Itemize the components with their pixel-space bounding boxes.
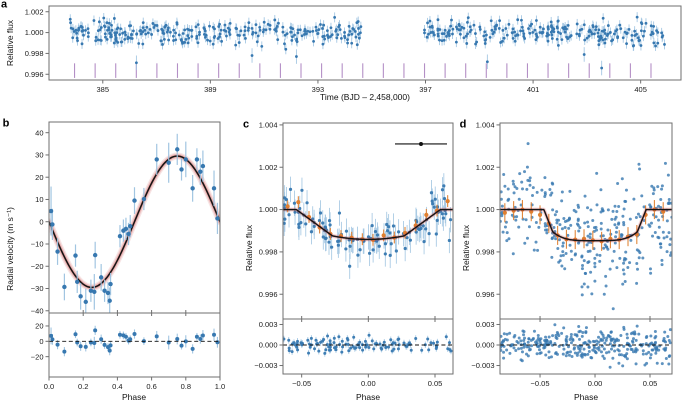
svg-text:1.004: 1.004: [259, 121, 278, 130]
svg-text:0.003: 0.003: [259, 320, 278, 329]
svg-text:405: 405: [634, 85, 647, 94]
svg-text:1.002: 1.002: [476, 163, 495, 172]
svg-text:0: 0: [39, 217, 43, 226]
svg-text:−20: −20: [31, 262, 44, 271]
svg-text:−30: −30: [31, 284, 44, 293]
svg-text:20: 20: [35, 173, 43, 182]
panel-b-label: b: [2, 117, 10, 130]
svg-text:−0.003: −0.003: [471, 361, 494, 370]
svg-text:0.2: 0.2: [78, 382, 88, 391]
svg-text:−40: −40: [31, 306, 44, 315]
panel-a-xlabel: Time (BJD – 2,458,000): [320, 91, 410, 102]
svg-text:30: 30: [35, 151, 43, 160]
svg-text:0.996: 0.996: [25, 70, 44, 79]
panel-d-label: d: [459, 118, 467, 131]
svg-text:397: 397: [419, 85, 432, 94]
svg-text:0.000: 0.000: [259, 341, 278, 350]
svg-text:1.004: 1.004: [476, 121, 495, 130]
svg-text:1.000: 1.000: [25, 28, 44, 37]
svg-text:0.998: 0.998: [259, 248, 278, 257]
svg-text:0.998: 0.998: [476, 248, 495, 257]
svg-text:0.00: 0.00: [361, 379, 376, 388]
panel-c-label: c: [242, 118, 250, 131]
svg-text:20: 20: [35, 322, 43, 331]
svg-text:0.00: 0.00: [588, 379, 603, 388]
svg-text:40: 40: [35, 128, 43, 137]
svg-text:−20: −20: [31, 352, 44, 361]
svg-text:−0.003: −0.003: [254, 361, 277, 370]
svg-text:0.003: 0.003: [476, 320, 495, 329]
svg-text:1.002: 1.002: [25, 7, 44, 16]
svg-text:0.996: 0.996: [476, 290, 495, 299]
panel-c-xlabel: Phase: [355, 391, 381, 402]
svg-text:385: 385: [97, 85, 110, 94]
svg-text:0.8: 0.8: [181, 382, 191, 391]
panel-b-xlabel: Phase: [121, 391, 147, 402]
svg-text:0.0: 0.0: [44, 382, 54, 391]
svg-text:1.002: 1.002: [259, 163, 278, 172]
svg-text:0.000: 0.000: [476, 341, 495, 350]
panel-b-ylabel: Radial velocity (m s⁻¹): [4, 207, 15, 291]
svg-text:0.05: 0.05: [428, 379, 443, 388]
svg-text:0.05: 0.05: [643, 379, 658, 388]
panel-a-ylabel: Relative flux: [4, 19, 15, 67]
svg-text:−10: −10: [31, 240, 44, 249]
svg-text:0.4: 0.4: [112, 382, 122, 391]
svg-text:0.6: 0.6: [146, 382, 156, 391]
panel-d-ylabel: Relative flux: [460, 224, 471, 272]
svg-text:393: 393: [312, 85, 325, 94]
svg-text:1.0: 1.0: [215, 382, 225, 391]
svg-text:−0.05: −0.05: [292, 379, 311, 388]
panel-c-ylabel: Relative flux: [243, 224, 254, 272]
svg-text:10: 10: [35, 195, 43, 204]
svg-text:1.000: 1.000: [259, 205, 278, 214]
svg-text:1.000: 1.000: [476, 205, 495, 214]
svg-text:389: 389: [204, 85, 217, 94]
svg-text:0: 0: [39, 337, 43, 346]
svg-text:0.996: 0.996: [259, 290, 278, 299]
svg-text:−0.05: −0.05: [531, 379, 550, 388]
panel-a-label: a: [0, 0, 8, 11]
svg-text:0.998: 0.998: [25, 49, 44, 58]
panel-d-xlabel: Phase: [573, 391, 599, 402]
svg-text:401: 401: [527, 85, 540, 94]
